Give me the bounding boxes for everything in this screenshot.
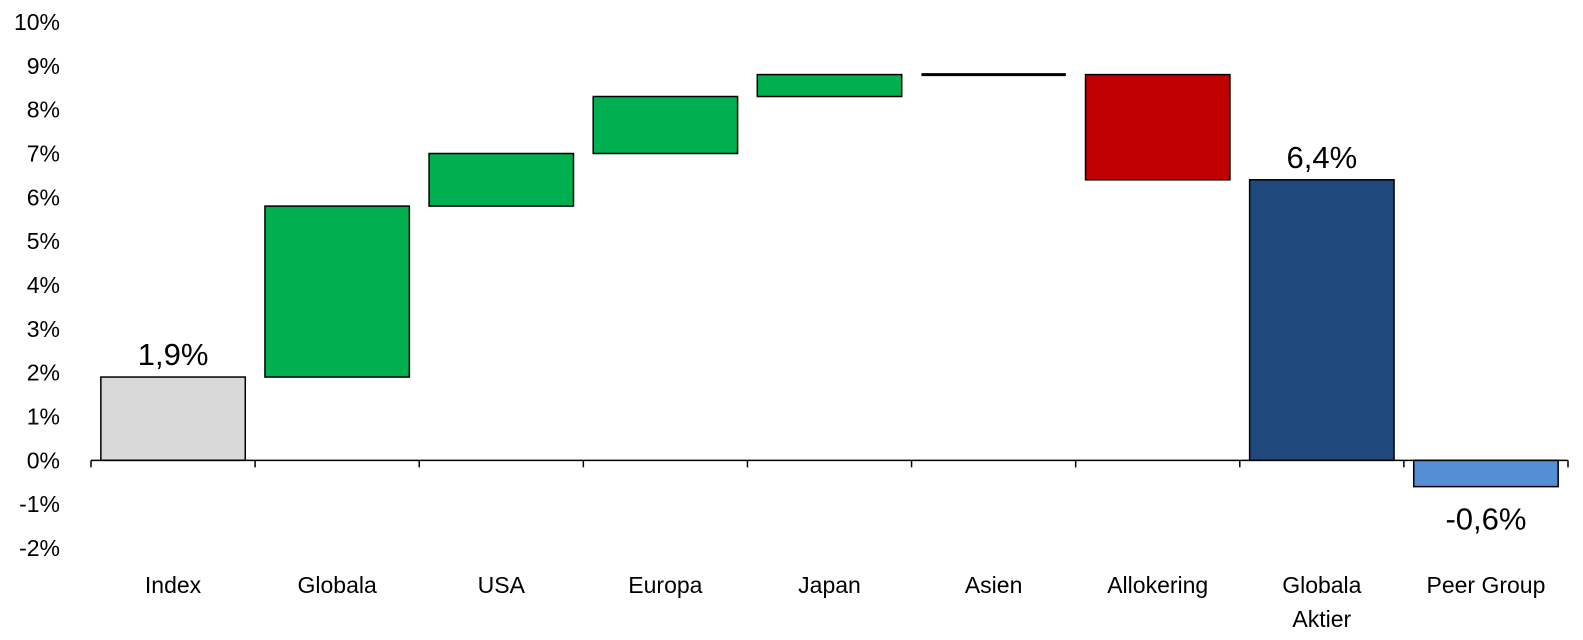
data-label: -0,6%: [1445, 502, 1526, 537]
waterfall-bar: [592, 95, 739, 155]
waterfall-bar: [1248, 179, 1395, 462]
y-axis-tick-labels: 10% 9% 8% 7% 6% 5% 4% 3% 2% 1% 0% -1% -2%: [14, 9, 60, 561]
x-category-label-line: Globala: [1282, 572, 1361, 598]
x-category-label-line: Index: [145, 572, 202, 598]
x-category-label: Globala Aktier: [1282, 572, 1361, 632]
x-category-label: Asien: [965, 572, 1023, 598]
waterfall-bar: [100, 376, 247, 462]
y-tick-label: 5%: [27, 228, 60, 254]
y-tick-label: 3%: [27, 316, 60, 342]
x-category-label: Allokering: [1107, 572, 1208, 598]
y-tick-label: 10%: [14, 9, 60, 35]
waterfall-bar: [1084, 73, 1231, 181]
waterfall-bar: [264, 205, 411, 378]
x-category-label: Peer Group: [1426, 572, 1545, 598]
y-tick-label: 7%: [27, 141, 60, 167]
y-tick-label: -2%: [19, 535, 60, 561]
x-category-label-line: Asien: [965, 572, 1023, 598]
x-category-label: Index: [145, 572, 202, 598]
data-label: 6,4%: [1286, 140, 1357, 175]
x-axis-category-labels: Index Globala USA Europa Japan Asien Allokerin…: [145, 572, 1545, 632]
waterfall-bar: [1412, 459, 1559, 488]
x-category-label-line: Aktier: [1292, 606, 1351, 632]
data-labels-group: 1,9% 6,4% -0,6%: [138, 140, 1527, 537]
y-tick-label: 9%: [27, 53, 60, 79]
x-category-label-line: Allokering: [1107, 572, 1208, 598]
y-tick-label: 8%: [27, 97, 60, 123]
y-tick-label: 6%: [27, 184, 60, 210]
y-tick-label: 1%: [27, 404, 60, 430]
y-tick-label: 0%: [27, 447, 60, 473]
x-category-label-line: USA: [478, 572, 526, 598]
x-axis: [90, 459, 1569, 468]
y-tick-label: -1%: [19, 491, 60, 517]
x-category-label: Japan: [798, 572, 861, 598]
bars-group: [100, 73, 1559, 488]
waterfall-bar: [756, 73, 903, 98]
x-category-label-line: Europa: [628, 572, 702, 598]
x-category-label: Europa: [628, 572, 702, 598]
y-tick-label: 2%: [27, 360, 60, 386]
x-category-label-line: Peer Group: [1426, 572, 1545, 598]
x-category-label-line: Japan: [798, 572, 861, 598]
y-tick-label: 4%: [27, 272, 60, 298]
data-label: 1,9%: [138, 337, 209, 372]
waterfall-bar: [428, 152, 575, 207]
x-category-label: USA: [478, 572, 526, 598]
x-category-label: Globala: [298, 572, 377, 598]
x-category-label-line: Globala: [298, 572, 377, 598]
